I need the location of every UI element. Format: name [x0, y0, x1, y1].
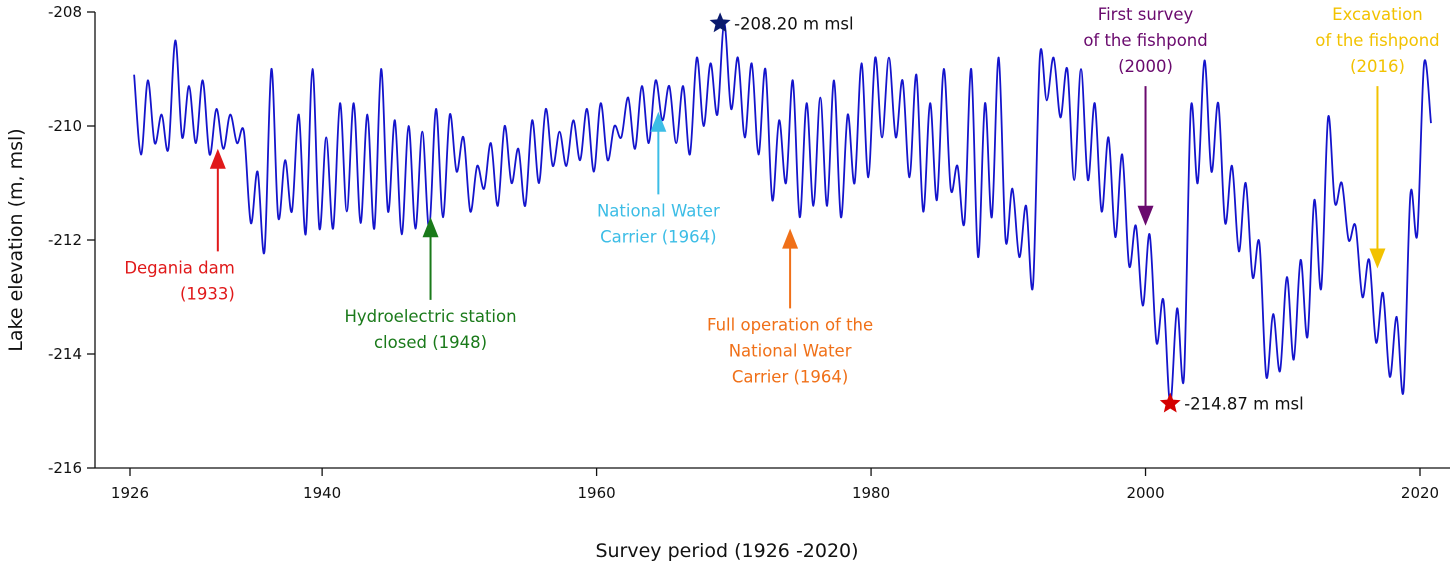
annotation-text-line: Degania dam [124, 258, 235, 277]
arrow-head-icon [1137, 205, 1154, 226]
annotation-text-line: of the fishpond [1315, 31, 1439, 50]
extreme-markers: -208.20 m msl -214.87 m msl [709, 12, 1304, 414]
y-tick-label: -212 [48, 231, 82, 249]
annotations: Degania dam (1933) Hydroelectric station cl… [124, 5, 1439, 386]
x-tick-label: 1940 [303, 484, 341, 502]
annotation-text-line: (2016) [1350, 57, 1405, 76]
x-tick-label: 1960 [578, 484, 616, 502]
y-axis-title: Lake elevation (m, msl) [5, 128, 27, 351]
arrow-head-icon [422, 217, 439, 238]
annotation-text-line: First survey [1098, 5, 1194, 24]
arrow-head-icon [782, 228, 799, 249]
x-tick-label: 1980 [852, 484, 890, 502]
annotation-text-line: Carrier (1964) [600, 227, 717, 246]
annotation-text-line: Hydroelectric station [345, 307, 517, 326]
annotation-text-line: (1933) [180, 284, 235, 303]
x-tick-label: 2000 [1126, 484, 1164, 502]
annotation-text-line: closed (1948) [374, 333, 487, 352]
annotation-text-line: Carrier (1964) [732, 367, 849, 386]
y-tick-label: -214 [48, 345, 82, 363]
axes: -208 -210 -212 -214 -216 1926 1940 1960 1980 2000… [48, 3, 1450, 502]
annotation-text-line: National Water [729, 341, 852, 360]
lake-elevation-line [133, 22, 1432, 405]
annotation-first-survey: First survey of the fishpond (2000) [1083, 5, 1208, 226]
annotation-text-line: Full operation of the [707, 315, 873, 334]
annotation-excavation: Excavation of the fishpond (2016) [1315, 5, 1440, 269]
y-tick-label: -210 [48, 117, 82, 135]
min-star-icon [1159, 392, 1181, 413]
annotation-text-line: Excavation [1332, 5, 1423, 24]
annotation-hydro: Hydroelectric station closed (1948) [345, 217, 517, 352]
annotation-degania: Degania dam (1933) [124, 148, 235, 303]
annotation-nwc: National Water Carrier (1964) [597, 111, 720, 246]
x-tick-label: 1926 [111, 484, 149, 502]
x-axis-title: Survey period (1926 -2020) [595, 540, 858, 562]
y-tick-label: -216 [48, 459, 82, 477]
x-tick-label: 2020 [1401, 484, 1439, 502]
annotation-text-line: (2000) [1118, 57, 1173, 76]
min-value-label: -214.87 m msl [1184, 395, 1304, 414]
annotation-text-line: of the fishpond [1083, 31, 1207, 50]
y-tick-label: -208 [48, 3, 82, 21]
max-star-icon [709, 12, 731, 33]
annotation-text-line: National Water [597, 201, 720, 220]
max-value-label: -208.20 m msl [734, 14, 854, 33]
annotation-full-op: Full operation of the National Water Carri… [707, 228, 873, 386]
arrow-head-icon [650, 111, 667, 132]
arrow-head-icon [209, 148, 226, 169]
arrow-head-icon [1369, 248, 1386, 269]
